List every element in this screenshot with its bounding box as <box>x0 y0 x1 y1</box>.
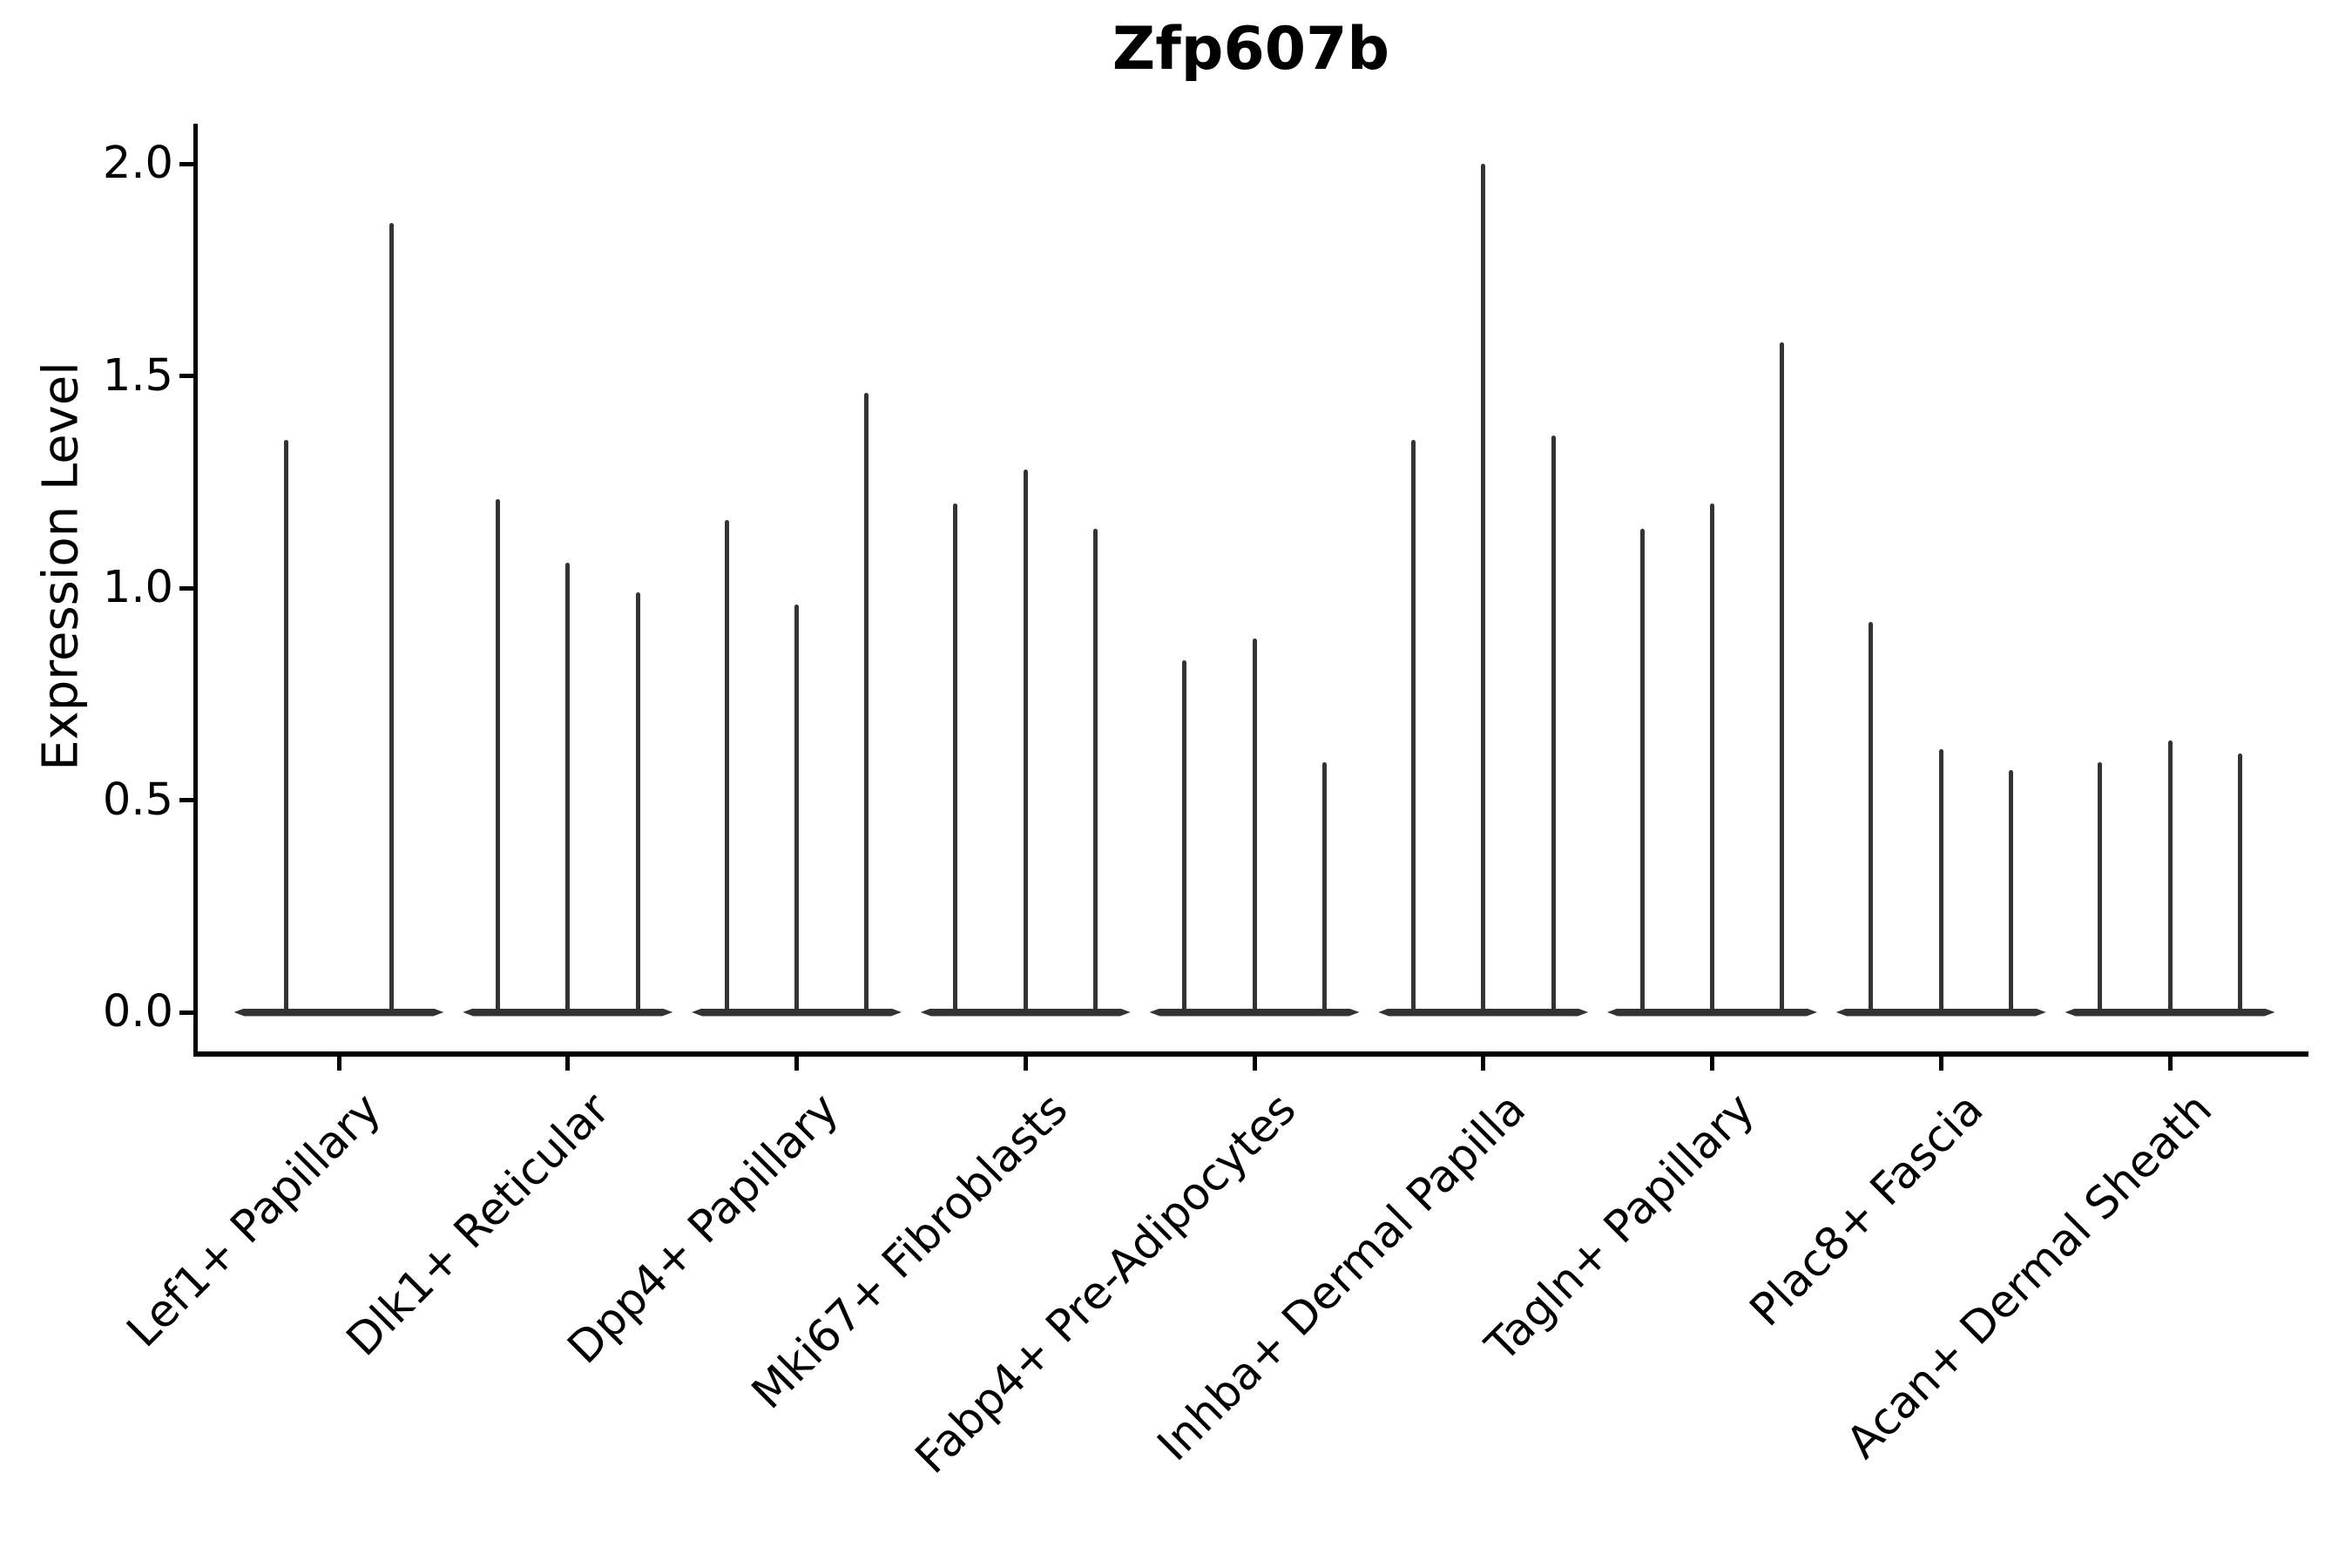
violin-needle <box>953 503 958 1016</box>
y-tick <box>179 161 193 166</box>
y-tick <box>179 1010 193 1015</box>
violin-needle <box>1551 435 1556 1016</box>
y-axis-spine <box>193 124 198 1057</box>
x-tick <box>794 1057 799 1071</box>
y-tick-label: 1.5 <box>102 349 173 402</box>
x-tick <box>1938 1057 1943 1071</box>
violin-needle <box>389 223 394 1016</box>
x-axis-spine <box>193 1051 2308 1057</box>
violin-needle <box>1481 164 1486 1016</box>
violin-needle <box>2098 761 2103 1016</box>
plot-title: Zfp607b <box>1112 15 1390 84</box>
violin-needle <box>1182 659 1187 1016</box>
violin-needle <box>1780 341 1785 1016</box>
y-tick <box>179 585 193 591</box>
y-tick <box>179 374 193 378</box>
x-tick <box>1023 1057 1028 1071</box>
violin-needle <box>2167 740 2173 1016</box>
x-tick <box>2167 1057 2173 1071</box>
x-tick-label: Acan+ Dermal Sheath <box>1836 1084 2222 1470</box>
violin-needle <box>1938 749 1943 1016</box>
violin-needle <box>794 605 799 1016</box>
x-tick <box>565 1057 571 1071</box>
violin-needle <box>1093 528 1098 1016</box>
y-tick-label: 0.5 <box>102 774 173 826</box>
violin-needle <box>724 520 729 1016</box>
x-tick <box>1481 1057 1486 1071</box>
violin-needle <box>1321 761 1327 1016</box>
y-tick-label: 1.0 <box>102 562 173 613</box>
violin-needle <box>1023 469 1028 1016</box>
violin-needle <box>1410 439 1416 1016</box>
x-tick <box>336 1057 341 1071</box>
violin-base <box>233 1008 444 1017</box>
violin-needle <box>1639 528 1645 1016</box>
violin-needle <box>284 439 289 1016</box>
y-tick-label: 2.0 <box>102 138 173 189</box>
x-tick-label: Fabp4+ Pre-Adipocytes <box>906 1084 1307 1484</box>
violin-needle <box>565 562 571 1016</box>
violin-needle <box>2237 753 2242 1016</box>
y-tick <box>179 798 193 802</box>
x-tick-label: Inhba+ Dermal Papilla <box>1147 1084 1536 1471</box>
x-tick <box>1710 1057 1714 1071</box>
violin-needle <box>1710 503 1714 1016</box>
y-tick-label: 0.0 <box>102 986 173 1037</box>
x-tick <box>1252 1057 1257 1071</box>
violin-needle <box>1252 639 1257 1016</box>
violin-needle <box>2009 770 2014 1016</box>
violin-needle <box>864 392 869 1016</box>
x-tick-label: Plac8+ Fascia <box>1740 1084 1993 1337</box>
violin-needle <box>495 498 500 1016</box>
violin-needle <box>635 591 640 1016</box>
violin-needle <box>1869 621 1874 1016</box>
